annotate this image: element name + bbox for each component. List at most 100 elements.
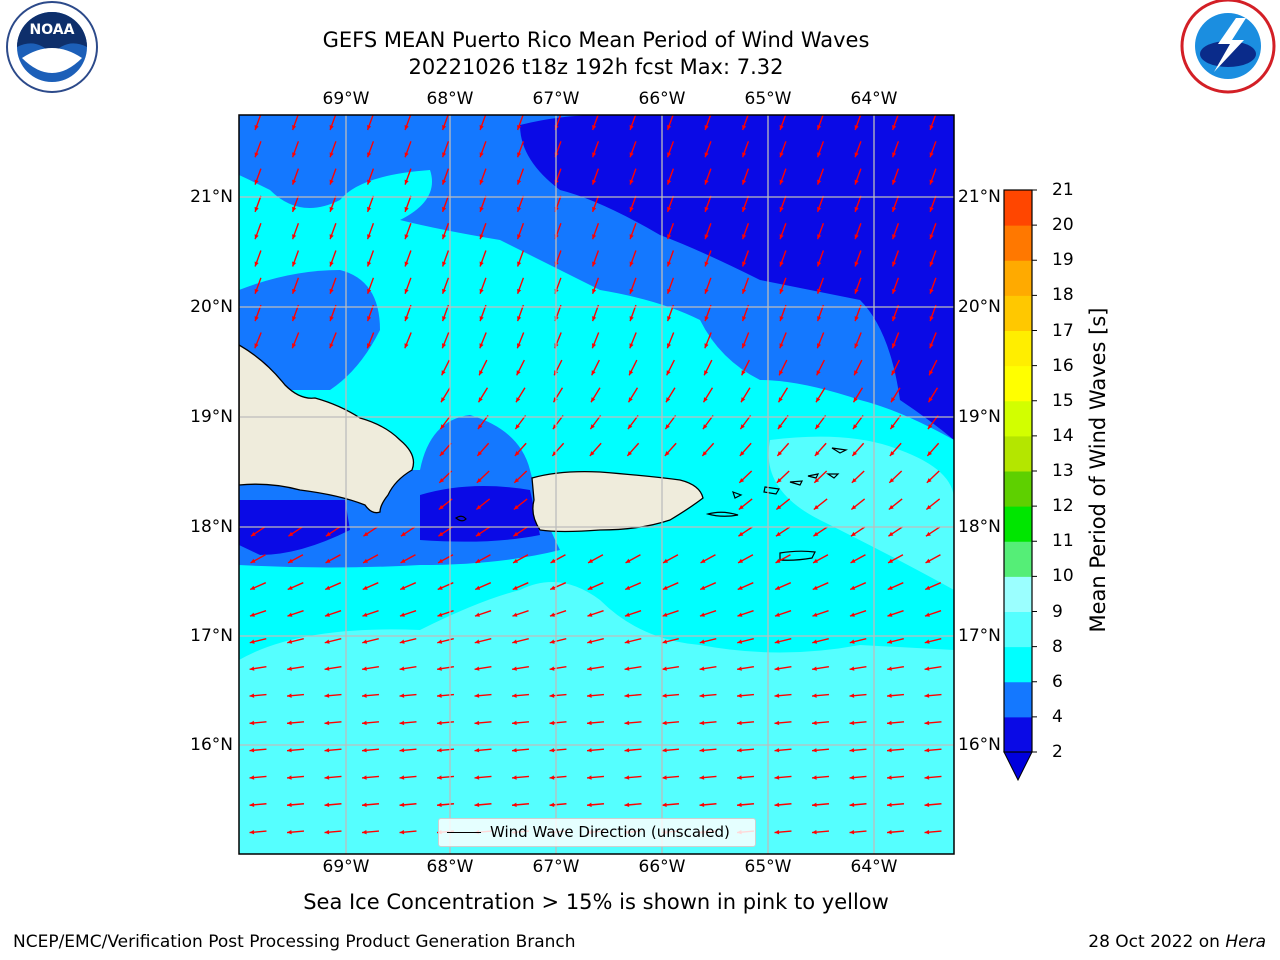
wind-arrow xyxy=(624,775,642,780)
wind-arrow xyxy=(849,693,867,698)
sea-ice-note: Sea Ice Concentration > 15% is shown in … xyxy=(303,890,889,914)
wind-arrow xyxy=(887,609,904,617)
colorbar-swatch xyxy=(1004,295,1032,331)
colorbar-tick-label: 8 xyxy=(1052,636,1063,657)
map-area xyxy=(239,115,954,854)
wind-arrow xyxy=(739,415,752,430)
wind-arrow xyxy=(850,554,866,564)
wind-arrow xyxy=(441,332,450,349)
wind-arrow xyxy=(287,582,304,591)
wind-arrow xyxy=(812,582,829,591)
wind-arrow xyxy=(627,415,639,430)
wind-arrow xyxy=(737,554,754,564)
wind-arrow xyxy=(701,442,715,457)
wind-arrow xyxy=(361,665,380,671)
wind-arrow xyxy=(474,609,492,617)
wind-arrow xyxy=(366,195,375,213)
lon-label-top: 64°W xyxy=(850,89,898,109)
wind-arrow xyxy=(516,168,525,185)
wind-arrow xyxy=(929,195,937,213)
wind-arrow xyxy=(479,115,487,131)
colorbar-tick-label: 13 xyxy=(1052,461,1074,481)
wind-arrow xyxy=(811,693,830,698)
wind-arrow xyxy=(474,775,492,780)
wind-arrow xyxy=(661,665,680,671)
wind-arrow xyxy=(291,304,300,322)
wind-arrow xyxy=(254,141,262,158)
wind-arrow xyxy=(849,665,867,671)
wind-arrow xyxy=(929,141,937,158)
wind-arrow xyxy=(361,748,380,753)
map-legend: Wind Wave Direction (unscaled) xyxy=(438,818,756,847)
colorbar-extend-arrow xyxy=(1003,751,1033,782)
wind-arrow xyxy=(437,582,454,591)
colorbar-tick-label: 15 xyxy=(1052,390,1074,411)
wind-arrow xyxy=(366,304,375,322)
wind-arrow xyxy=(516,304,525,322)
wind-arrow xyxy=(666,332,675,349)
wind-arrow xyxy=(666,359,675,376)
wind-arrow xyxy=(666,250,675,267)
wind-arrow xyxy=(816,277,825,295)
wind-arrow xyxy=(324,720,342,726)
wind-arrow xyxy=(324,637,342,644)
wind-arrow xyxy=(475,526,491,537)
wind-arrow xyxy=(516,250,525,267)
wind-arrow xyxy=(511,775,530,780)
colorbar-tick-label: 9 xyxy=(1052,601,1063,622)
wind-arrow xyxy=(849,720,867,726)
wind-arrow xyxy=(704,168,712,185)
wind-arrow xyxy=(254,332,262,349)
wind-arrow xyxy=(699,609,717,617)
wind-arrow xyxy=(254,168,262,185)
wind-arrow xyxy=(850,498,866,511)
wind-arrow xyxy=(666,141,675,158)
wind-arrow xyxy=(513,498,528,511)
lon-label-bottom: 65°W xyxy=(744,857,792,877)
wind-arrow xyxy=(741,277,750,295)
wind-arrow xyxy=(624,609,642,617)
wind-arrow xyxy=(291,277,300,295)
colorbar-label: Mean Period of Wind Waves [s] xyxy=(1086,307,1110,633)
colorbar xyxy=(1003,189,1037,782)
wind-arrow xyxy=(399,775,417,780)
wind-arrow xyxy=(774,665,792,671)
wind-arrow xyxy=(812,637,829,644)
wind-arrow xyxy=(516,141,525,158)
wind-arrow xyxy=(891,359,900,376)
map-subtitle: 20221026 t18z 192h fcst Max: 7.32 xyxy=(408,55,784,79)
colorbar-tick-label: 4 xyxy=(1052,706,1063,727)
wind-arrow xyxy=(477,415,489,430)
wind-arrow xyxy=(741,115,749,131)
wind-arrow xyxy=(324,802,342,808)
wind-arrow xyxy=(886,748,905,753)
wind-arrow xyxy=(811,802,830,808)
wind-arrow xyxy=(400,554,416,564)
wind-arrow xyxy=(736,802,755,808)
wind-arrow xyxy=(399,720,417,726)
lon-label-bottom: 66°W xyxy=(638,857,686,877)
wind-arrow xyxy=(666,195,675,213)
wind-arrow xyxy=(662,609,679,617)
wind-arrow xyxy=(324,775,342,780)
colorbar-swatch xyxy=(1004,330,1032,367)
wind-arrow xyxy=(851,470,865,484)
wind-arrow xyxy=(891,222,900,240)
wind-arrow xyxy=(324,829,342,835)
wind-arrow xyxy=(629,332,637,349)
wind-arrow xyxy=(812,609,829,617)
lon-label-top: 68°W xyxy=(426,89,474,109)
colorbar-swatch xyxy=(1004,400,1032,437)
wind-arrow xyxy=(849,775,867,780)
wind-arrow xyxy=(441,304,450,322)
wind-arrow xyxy=(737,637,754,644)
wind-arrow xyxy=(629,115,637,131)
wind-arrow xyxy=(587,609,604,617)
wind-arrow xyxy=(478,359,488,376)
colorbar-swatch xyxy=(1004,576,1032,612)
wind-arrow xyxy=(249,693,267,698)
wind-arrow xyxy=(816,250,825,267)
wind-arrow xyxy=(287,554,304,564)
wind-arrow xyxy=(624,693,642,698)
wind-arrow xyxy=(629,168,637,185)
